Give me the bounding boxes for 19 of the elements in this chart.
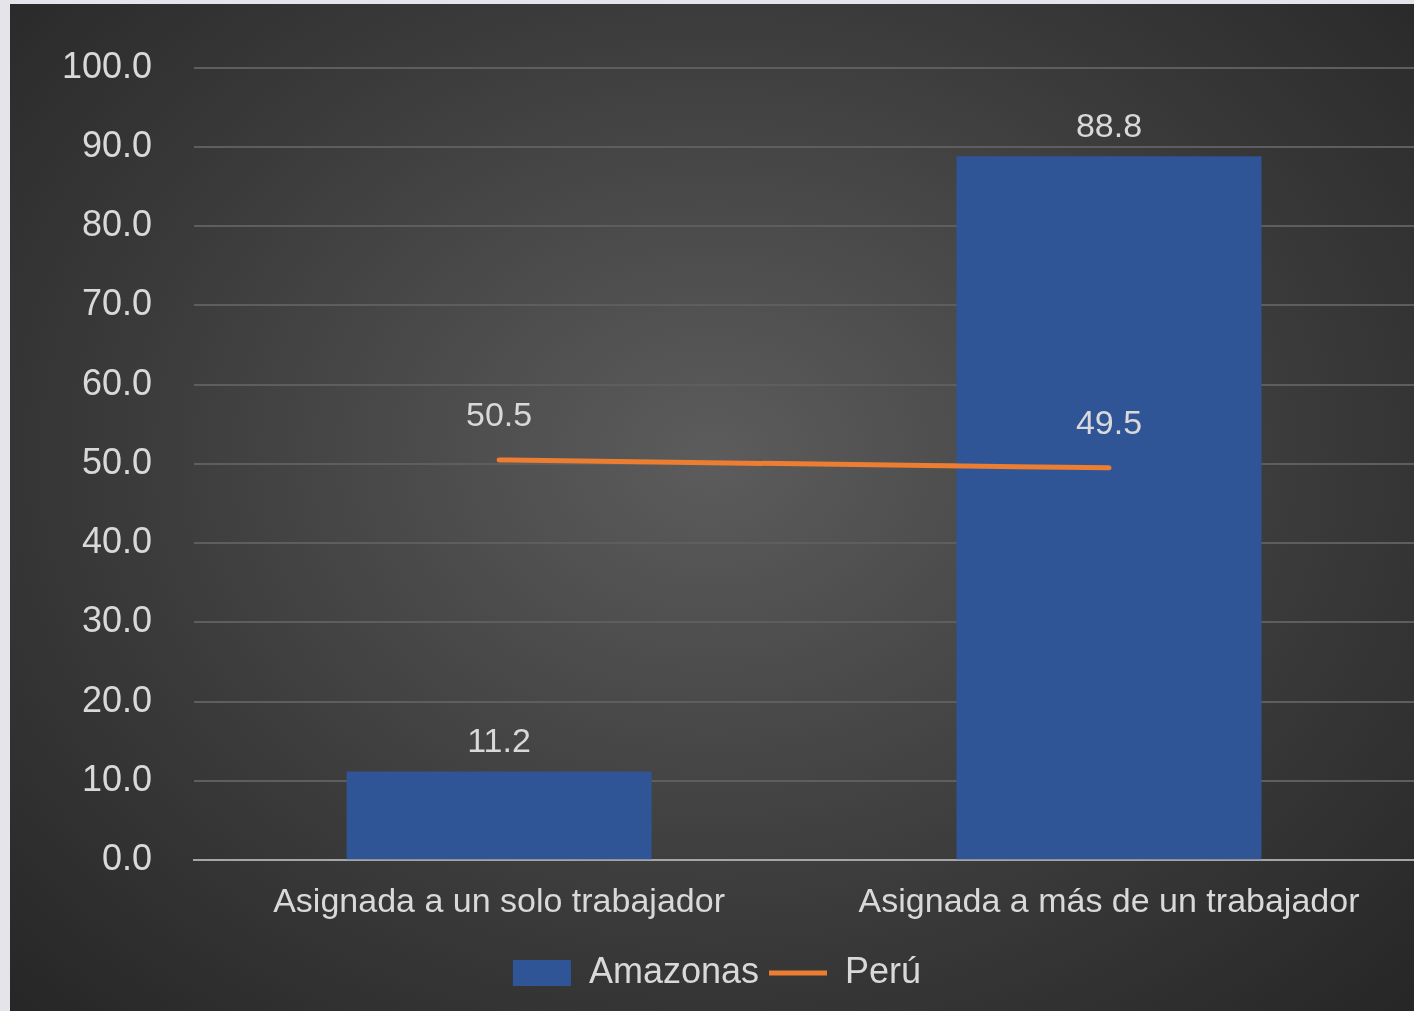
y-tick-label: 10.0 [82,757,153,799]
y-tick-label: 30.0 [82,599,153,641]
y-tick-label: 50.0 [82,440,153,482]
x-tick-label: Asignada a más de un trabajador [858,880,1360,919]
y-tick-label: 20.0 [82,678,153,720]
y-tick-label: 100.0 [61,44,153,86]
legend-label: Amazonas [588,949,760,991]
y-tick-label: 90.0 [82,123,153,165]
y-tick-label: 60.0 [82,361,153,403]
y-tick-label: 0.0 [102,837,153,879]
data-label: 11.2 [467,720,531,759]
y-tick-label: 80.0 [82,203,153,245]
y-tick-label: 70.0 [82,282,153,324]
data-label: 50.5 [465,395,533,434]
data-label: 49.5 [1075,403,1143,442]
y-tick-label: 40.0 [82,520,153,562]
legend-label: Perú [845,949,922,991]
x-tick-label: Asignada a un solo trabajador [273,880,725,919]
data-label: 88.8 [1075,105,1143,144]
